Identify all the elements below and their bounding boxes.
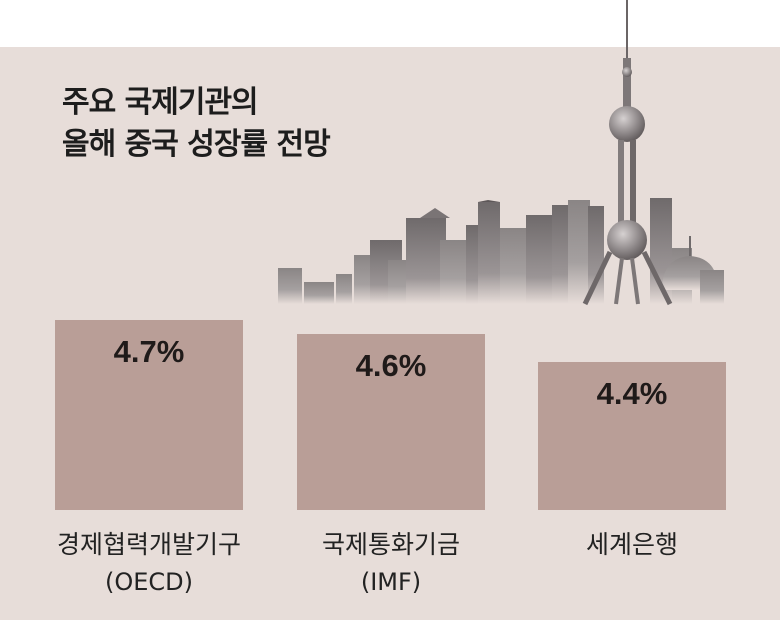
category-label-2: 국제통화기금 xyxy=(322,530,460,559)
bar-value-label-2: 4.6% xyxy=(356,348,427,383)
chart-title: 주요 국제기관의 올해 중국 성장률 전망 xyxy=(62,82,331,166)
title-line-1: 주요 국제기관의 xyxy=(62,85,259,120)
category-label-3: 세계은행 xyxy=(586,530,678,559)
bar-3 xyxy=(538,362,726,510)
bar-2 xyxy=(297,334,485,510)
bar-value-label-1: 4.7% xyxy=(114,334,185,369)
category-abbr-2: (IMF) xyxy=(361,568,421,596)
skyline-buildings xyxy=(278,198,724,304)
category-label-1: 경제협력개발기구 xyxy=(57,530,241,559)
tv-tower xyxy=(582,0,673,306)
title-line-2: 올해 중국 성장률 전망 xyxy=(62,127,331,162)
category-abbr-1: (OECD) xyxy=(105,568,193,596)
skyline-illustration xyxy=(278,0,724,306)
bar-value-label-3: 4.4% xyxy=(597,376,668,411)
bar-1 xyxy=(55,320,243,510)
